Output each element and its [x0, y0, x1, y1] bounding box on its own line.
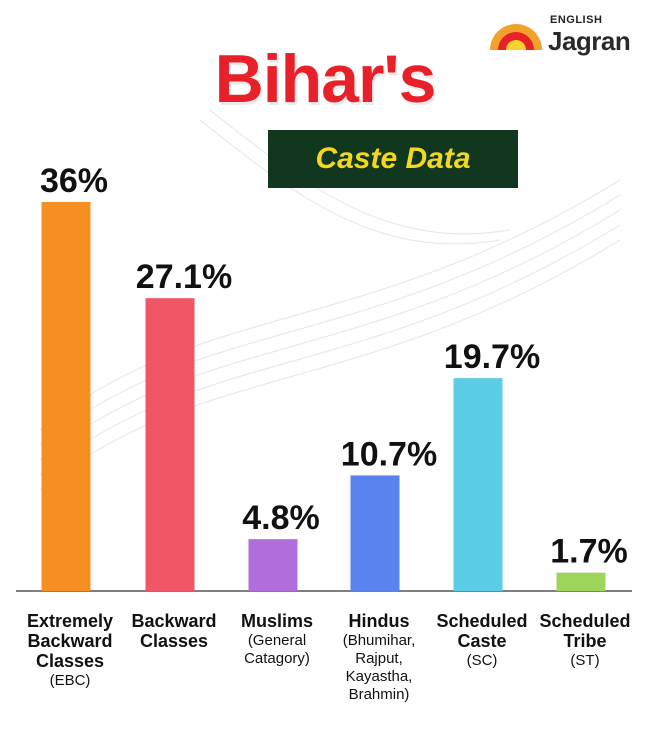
category-label-1-line-1: Extremely [27, 611, 113, 631]
sun-logo-icon [490, 24, 542, 50]
chart-subtitle: Caste Data [315, 142, 471, 175]
bar-1 [41, 202, 91, 591]
category-sublabel-4-line-2: Rajput, [355, 650, 403, 667]
category-sublabel-6-line-1: (ST) [570, 652, 599, 669]
logo-english-text: ENGLISH [550, 14, 603, 26]
data-label-5: 19.7% [444, 338, 540, 376]
logo-brand-text: Jagran [548, 26, 631, 56]
category-sublabel-1-line-1: (EBC) [50, 672, 91, 689]
category-sublabel-4-line-4: Brahmin) [349, 686, 410, 703]
bar-5 [453, 378, 503, 591]
category-label-6-line-1: Scheduled [539, 611, 630, 631]
chart-title: Bihar's [214, 41, 437, 117]
data-label-2: 27.1% [136, 258, 232, 296]
category-label-6-line-2: Tribe [563, 631, 606, 651]
category-sublabel-3-line-2: Catagory) [244, 650, 310, 667]
category-label-4-line-1: Hindus [349, 611, 410, 631]
category-sublabel-4-line-1: (Bhumihar, [343, 632, 416, 649]
data-label-1: 36% [40, 162, 108, 200]
category-sublabel-3-line-1: (General [248, 632, 306, 649]
category-label-1-line-2: Backward [27, 631, 112, 651]
category-label-3-line-1: Muslims [241, 611, 313, 631]
jagran-logo: ENGLISH Jagran [486, 10, 638, 56]
subtitle-box: Caste Data [268, 130, 518, 188]
category-label-5-line-1: Scheduled [436, 611, 527, 631]
category-sublabel-5-line-1: (SC) [467, 652, 498, 669]
bar-4 [350, 475, 400, 591]
category-label-5-line-2: Caste [457, 631, 506, 651]
bar-3 [248, 539, 298, 591]
category-label-1-line-3: Classes [36, 651, 104, 671]
bar-2 [145, 298, 195, 591]
data-label-4: 10.7% [341, 435, 437, 473]
data-label-3: 4.8% [242, 499, 320, 537]
bar-6 [556, 572, 606, 591]
category-label-2-line-2: Classes [140, 631, 208, 651]
category-label-2-line-1: Backward [131, 611, 216, 631]
category-sublabel-4-line-3: Kayastha, [346, 668, 413, 685]
data-label-6: 1.7% [550, 533, 628, 571]
